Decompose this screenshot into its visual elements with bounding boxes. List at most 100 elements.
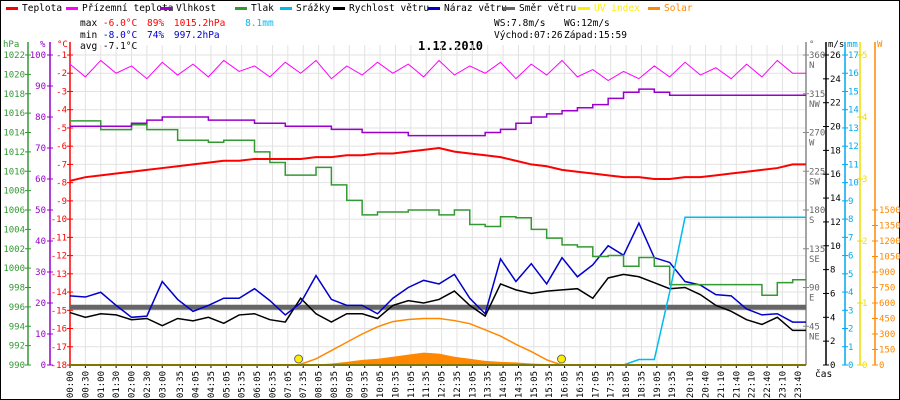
max-pressure: 1015.2hPa bbox=[173, 18, 226, 29]
stats-min: min -8.0°C 74% 997.2hPa bbox=[80, 30, 220, 41]
chart-title: 1.12.2010 bbox=[418, 39, 484, 53]
axis-hPa-tick-label: 1010 bbox=[3, 167, 25, 177]
x-tick-label: 17:05 bbox=[591, 371, 601, 398]
x-tick-label: 01:30 bbox=[112, 371, 122, 398]
axis-dir-name: W bbox=[809, 139, 815, 149]
x-tick-label: 07:35 bbox=[299, 371, 309, 398]
axis-mm-tick-label: 2 bbox=[848, 325, 853, 335]
axis-dir-tick-label: 270 bbox=[809, 129, 825, 139]
axis-hPa-tick-label: 990 bbox=[9, 361, 25, 371]
axis-dir-tick-label: 135 bbox=[809, 245, 825, 255]
axis-ms-tick-label: 4 bbox=[830, 313, 835, 323]
axis-degC-tick-label: -15 bbox=[51, 306, 67, 316]
x-tick-label: 22:10 bbox=[748, 371, 758, 398]
legend-item: Srážky bbox=[280, 3, 330, 14]
sun-marker bbox=[557, 354, 567, 364]
axis-ms-tick-label: 20 bbox=[830, 123, 841, 133]
series-solar-max bbox=[298, 317, 562, 366]
axis-dir-name: E bbox=[809, 294, 814, 304]
legend-label: Tlak bbox=[251, 3, 274, 14]
legend-label: Solar bbox=[664, 3, 693, 14]
x-tick-label: 02:30 bbox=[143, 371, 153, 398]
axis-dir-tick-label: 45 bbox=[809, 322, 820, 332]
legend-item: Náraz větru bbox=[428, 3, 507, 14]
legend-item: Rychlost větru bbox=[333, 3, 429, 14]
axis-mm-tick-label: 14 bbox=[848, 106, 859, 116]
x-tick-label: 23:10 bbox=[778, 371, 788, 398]
axis-degC-tick-label: -17 bbox=[51, 343, 67, 353]
x-axis-label: čas bbox=[815, 369, 833, 380]
axis-hPa-tick-label: 1002 bbox=[3, 245, 25, 255]
x-tick-label: 18:05 bbox=[622, 371, 632, 398]
axis-degC-tick-label: -9 bbox=[56, 197, 67, 207]
axis-mm-tick-label: 17 bbox=[848, 51, 859, 61]
x-tick-label: 16:05 bbox=[561, 371, 571, 398]
x-tick-label: 09:35 bbox=[361, 371, 371, 398]
axis-pct-tick-label: 0 bbox=[41, 361, 46, 371]
x-tick-label: 13:05 bbox=[468, 371, 478, 398]
axis-mm-unit: mm bbox=[847, 40, 858, 50]
axis-w-tick-label: 900 bbox=[879, 268, 895, 278]
axis-w-unit: W bbox=[877, 40, 883, 50]
axis-w-tick-label: 300 bbox=[879, 330, 895, 340]
legend-item: Solar bbox=[648, 3, 693, 14]
axis-pct-unit: % bbox=[40, 40, 46, 50]
x-tick-label: 11:35 bbox=[422, 371, 432, 398]
axis-w-tick-label: 750 bbox=[879, 284, 895, 294]
x-tick-label: 21:10 bbox=[717, 371, 727, 398]
axis-degC-tick-label: -8 bbox=[56, 179, 67, 189]
x-tick-label: 05:35 bbox=[238, 371, 248, 398]
axis-ms-unit: m/s bbox=[828, 40, 844, 50]
axis-ms-tick-label: 10 bbox=[830, 242, 841, 252]
x-tick-label: 21:40 bbox=[732, 371, 742, 398]
axis-degC-tick-label: -10 bbox=[51, 215, 67, 225]
series-wind-speed bbox=[69, 273, 806, 332]
axis-dir-name: NW bbox=[809, 100, 820, 110]
axis-dir-name: NE bbox=[809, 332, 820, 342]
legend-swatch bbox=[235, 7, 247, 10]
axis-mm-tick-label: 13 bbox=[848, 124, 859, 134]
axis-degC-unit: °C bbox=[57, 40, 68, 50]
axis-w-tick-label: 1350 bbox=[879, 222, 900, 232]
axis-ms-tick-label: 12 bbox=[830, 218, 841, 228]
axis-uv-tick-label: 2 bbox=[862, 237, 867, 247]
x-tick-label: 20:10 bbox=[686, 371, 696, 398]
axis-pct-tick-label: 90 bbox=[35, 82, 46, 92]
legend-swatch bbox=[648, 7, 660, 10]
x-tick-label: 14:05 bbox=[499, 371, 509, 398]
axis-degC-tick-label: -2 bbox=[56, 69, 67, 79]
sun-marker bbox=[294, 354, 304, 364]
axis-dir-tick-label: 90 bbox=[809, 284, 820, 294]
min-label: min bbox=[80, 30, 98, 41]
x-tick-label: 10:05 bbox=[376, 371, 386, 398]
axis-ms-tick-label: 26 bbox=[830, 51, 841, 61]
series-wind-gust bbox=[69, 221, 806, 323]
legend-swatch bbox=[66, 7, 78, 10]
x-tick-label: 03:00 bbox=[158, 371, 168, 398]
axis-degC-tick-label: -1 bbox=[56, 51, 67, 61]
stats-avg: avg -7.1°C bbox=[80, 41, 137, 52]
axis-hPa-tick-label: 1016 bbox=[3, 109, 25, 119]
series-ground-temperature bbox=[69, 59, 806, 82]
x-tick-label: 12:35 bbox=[453, 371, 463, 398]
axis-hPa-tick-label: 998 bbox=[9, 284, 25, 294]
wind-gust-max: WG:12m/s bbox=[564, 18, 610, 29]
axis-pct-tick-label: 80 bbox=[35, 113, 46, 123]
legend-swatch bbox=[160, 7, 172, 10]
axis-dir-tick-label: 225 bbox=[809, 167, 825, 177]
axis-hPa-tick-label: 1006 bbox=[3, 206, 25, 216]
legend-label: Přízemní teplota bbox=[82, 3, 174, 14]
axis-dir-tick-label: 360 bbox=[809, 51, 825, 61]
min-temp: -8.0°C bbox=[102, 30, 138, 41]
axis-ms-tick-label: 6 bbox=[830, 289, 835, 299]
legend-item: Vlhkost bbox=[160, 3, 216, 14]
axis-uv-tick-label: 1 bbox=[862, 299, 867, 309]
axis-hPa-tick-label: 1014 bbox=[3, 129, 25, 139]
axis-ms-tick-label: 0 bbox=[830, 361, 835, 371]
axis-mm-tick-label: 3 bbox=[848, 306, 853, 316]
x-tick-label: 02:00 bbox=[128, 371, 138, 398]
x-tick-label: 01:00 bbox=[97, 371, 107, 398]
axis-degC-tick-label: -4 bbox=[56, 106, 67, 116]
x-tick-label: 04:35 bbox=[207, 371, 217, 398]
